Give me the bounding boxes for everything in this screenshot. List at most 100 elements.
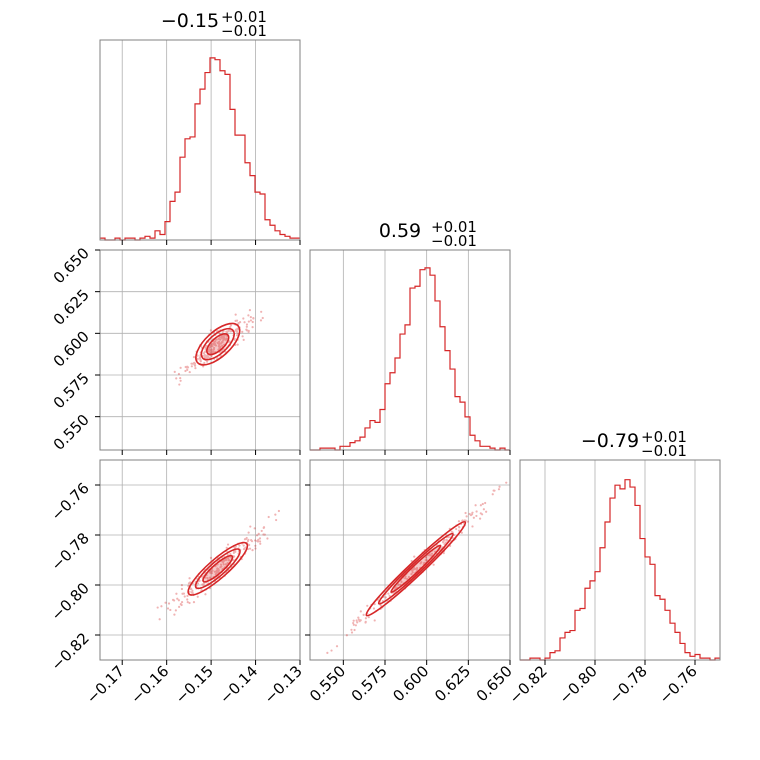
- sample-point: [214, 340, 217, 343]
- histogram-line-1: [310, 267, 510, 451]
- x-tick-label: −0.82: [506, 662, 551, 707]
- sample-point: [190, 365, 193, 368]
- sample-point: [384, 596, 387, 599]
- sample-point: [184, 369, 187, 373]
- sample-point: [209, 351, 212, 354]
- sample-point: [187, 582, 191, 585]
- sample-point: [442, 540, 445, 543]
- sample-point: [206, 355, 209, 358]
- sample-point: [479, 504, 482, 507]
- sample-point: [411, 571, 414, 574]
- sample-point: [212, 348, 215, 351]
- sample-point: [190, 587, 193, 591]
- sample-point: [198, 579, 201, 582]
- sample-point: [423, 561, 426, 565]
- sample-point: [234, 545, 237, 548]
- sample-point: [258, 540, 262, 543]
- x-tick-label: 0.625: [431, 662, 474, 705]
- sample-point: [206, 577, 209, 580]
- sample-point: [209, 556, 213, 559]
- sample-point: [207, 350, 211, 353]
- sample-point: [425, 559, 428, 562]
- sample-point: [330, 649, 333, 652]
- sample-point: [251, 549, 254, 552]
- sample-point: [217, 570, 220, 573]
- sample-point: [216, 570, 219, 573]
- sample-point: [326, 651, 329, 655]
- sample-point: [350, 628, 353, 631]
- sample-point: [411, 568, 415, 571]
- sample-point: [216, 567, 220, 571]
- sample-point: [190, 591, 194, 594]
- sample-point: [210, 349, 213, 352]
- contour-level: [200, 327, 235, 361]
- sample-point: [207, 355, 210, 358]
- sample-point: [497, 488, 501, 491]
- sample-point: [394, 586, 397, 590]
- sample-point: [247, 314, 250, 317]
- sample-point: [203, 351, 206, 354]
- sample-point: [235, 334, 239, 337]
- contour-level: [187, 541, 249, 596]
- sample-point: [186, 594, 189, 597]
- sample-point: [243, 547, 246, 550]
- sample-point: [189, 587, 192, 591]
- sample-point: [204, 346, 207, 349]
- sample-point: [493, 489, 496, 492]
- sample-point: [216, 341, 219, 344]
- sample-point: [458, 526, 461, 529]
- sample-point: [209, 329, 212, 332]
- contour-level: [206, 333, 230, 356]
- sample-point: [181, 592, 184, 595]
- sample-point: [353, 628, 356, 632]
- sample-point: [224, 563, 227, 566]
- sample-point: [225, 330, 228, 333]
- title-upper-error: +0.01: [431, 218, 477, 236]
- sample-point: [442, 541, 445, 544]
- sample-point: [180, 584, 184, 587]
- sample-point: [464, 519, 467, 522]
- scatter-panel-2-0: [99, 459, 301, 661]
- sample-point: [275, 518, 278, 522]
- contour-level: [195, 322, 241, 366]
- sample-point: [210, 350, 213, 353]
- sample-point: [411, 569, 414, 572]
- sample-point: [188, 601, 191, 605]
- sample-point: [209, 571, 212, 574]
- sample-point: [424, 558, 427, 562]
- sample-point: [160, 605, 163, 608]
- sample-point: [250, 538, 253, 542]
- sample-point: [461, 519, 464, 522]
- panel-frame: [99, 249, 301, 451]
- sample-point: [199, 360, 202, 363]
- sample-point: [203, 353, 206, 357]
- sample-point: [202, 582, 206, 585]
- sample-point: [180, 603, 183, 607]
- sample-point: [213, 346, 216, 350]
- y-tick-label: 0.650: [50, 244, 93, 287]
- sample-point: [198, 357, 201, 360]
- sample-point: [243, 538, 247, 541]
- sample-point: [215, 570, 218, 573]
- sample-point: [219, 345, 222, 348]
- sample-point: [248, 543, 251, 547]
- sample-point: [424, 556, 428, 559]
- sample-point: [262, 533, 265, 536]
- sample-point: [355, 619, 358, 622]
- sample-point: [217, 568, 220, 571]
- sample-point: [419, 562, 422, 565]
- sample-point: [251, 326, 254, 329]
- sample-point: [203, 354, 206, 357]
- sample-point: [188, 590, 191, 593]
- sample-point: [388, 594, 391, 597]
- sample-point: [420, 561, 423, 564]
- sample-point: [472, 516, 475, 519]
- sample-point: [257, 538, 260, 541]
- sample-point: [192, 600, 196, 604]
- sample-point: [442, 540, 445, 543]
- sample-point: [173, 613, 176, 616]
- histogram-panel-0: −0.15 +0.01−0.01: [99, 8, 301, 241]
- sample-point: [158, 618, 161, 621]
- sample-point: [217, 570, 220, 573]
- sample-point: [211, 351, 215, 354]
